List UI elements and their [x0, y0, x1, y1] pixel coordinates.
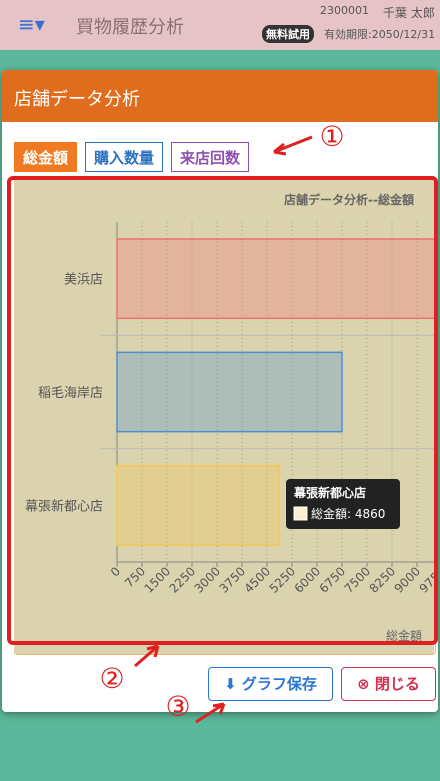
bar [116, 238, 434, 320]
tooltip: 幕張新都心店 総金額: 4860 [286, 479, 400, 529]
y-tick-label: 美浜店 [64, 273, 103, 288]
x-axis-label: 総金額 [386, 628, 422, 643]
trial-badge: 無料試用 [262, 25, 314, 43]
y-tick-label: 稲毛海岸店 [38, 386, 103, 401]
modal-title: 店舗データ分析 [14, 89, 140, 110]
tooltip-label: 総金額: 4860 [311, 506, 385, 521]
annotation: ② [99, 662, 124, 695]
tooltip-swatch [293, 506, 308, 521]
modal-header [2, 70, 438, 122]
bar [116, 351, 343, 433]
highlight-box [7, 176, 438, 645]
app-title: 買物履歴分析 [76, 17, 184, 38]
button-label: グラフ保存 [241, 675, 317, 693]
save-button[interactable]: ⬇ グラフ保存 [208, 667, 333, 701]
chart-background [14, 176, 434, 654]
bar [116, 464, 280, 546]
menu-icon[interactable]: ≡▾ [18, 12, 45, 36]
tooltip-box [286, 479, 400, 529]
user-name: 千葉 太郎 [383, 6, 435, 20]
app-header: ≡▾ 買物履歴分析 2300001 千葉 太郎 無料試用 有効期限:2050/1… [0, 0, 440, 50]
chart-area: 店舗データ分析--総金額0750150022503000375045005250… [14, 176, 434, 654]
arrow [195, 702, 226, 724]
button-label: 閉じる [374, 675, 420, 693]
tab[interactable]: 来店回数 [171, 142, 250, 172]
arrow [273, 135, 313, 156]
tab[interactable]: 総金額 [14, 142, 78, 172]
arrow [134, 644, 160, 668]
annotation: ① [319, 120, 344, 153]
close-button[interactable]: ⊗ 閉じる [341, 667, 436, 701]
annotation: ③ [165, 690, 190, 723]
tooltip-title: 幕張新都心店 [293, 485, 366, 500]
user-id: 2300001 [320, 4, 369, 17]
expiry: 有効期限:2050/12/31 [324, 28, 436, 41]
tab[interactable]: 購入数量 [85, 142, 164, 172]
y-tick-label: 幕張新都心店 [25, 498, 103, 514]
chart-title: 店舗データ分析--総金額 [284, 192, 414, 207]
